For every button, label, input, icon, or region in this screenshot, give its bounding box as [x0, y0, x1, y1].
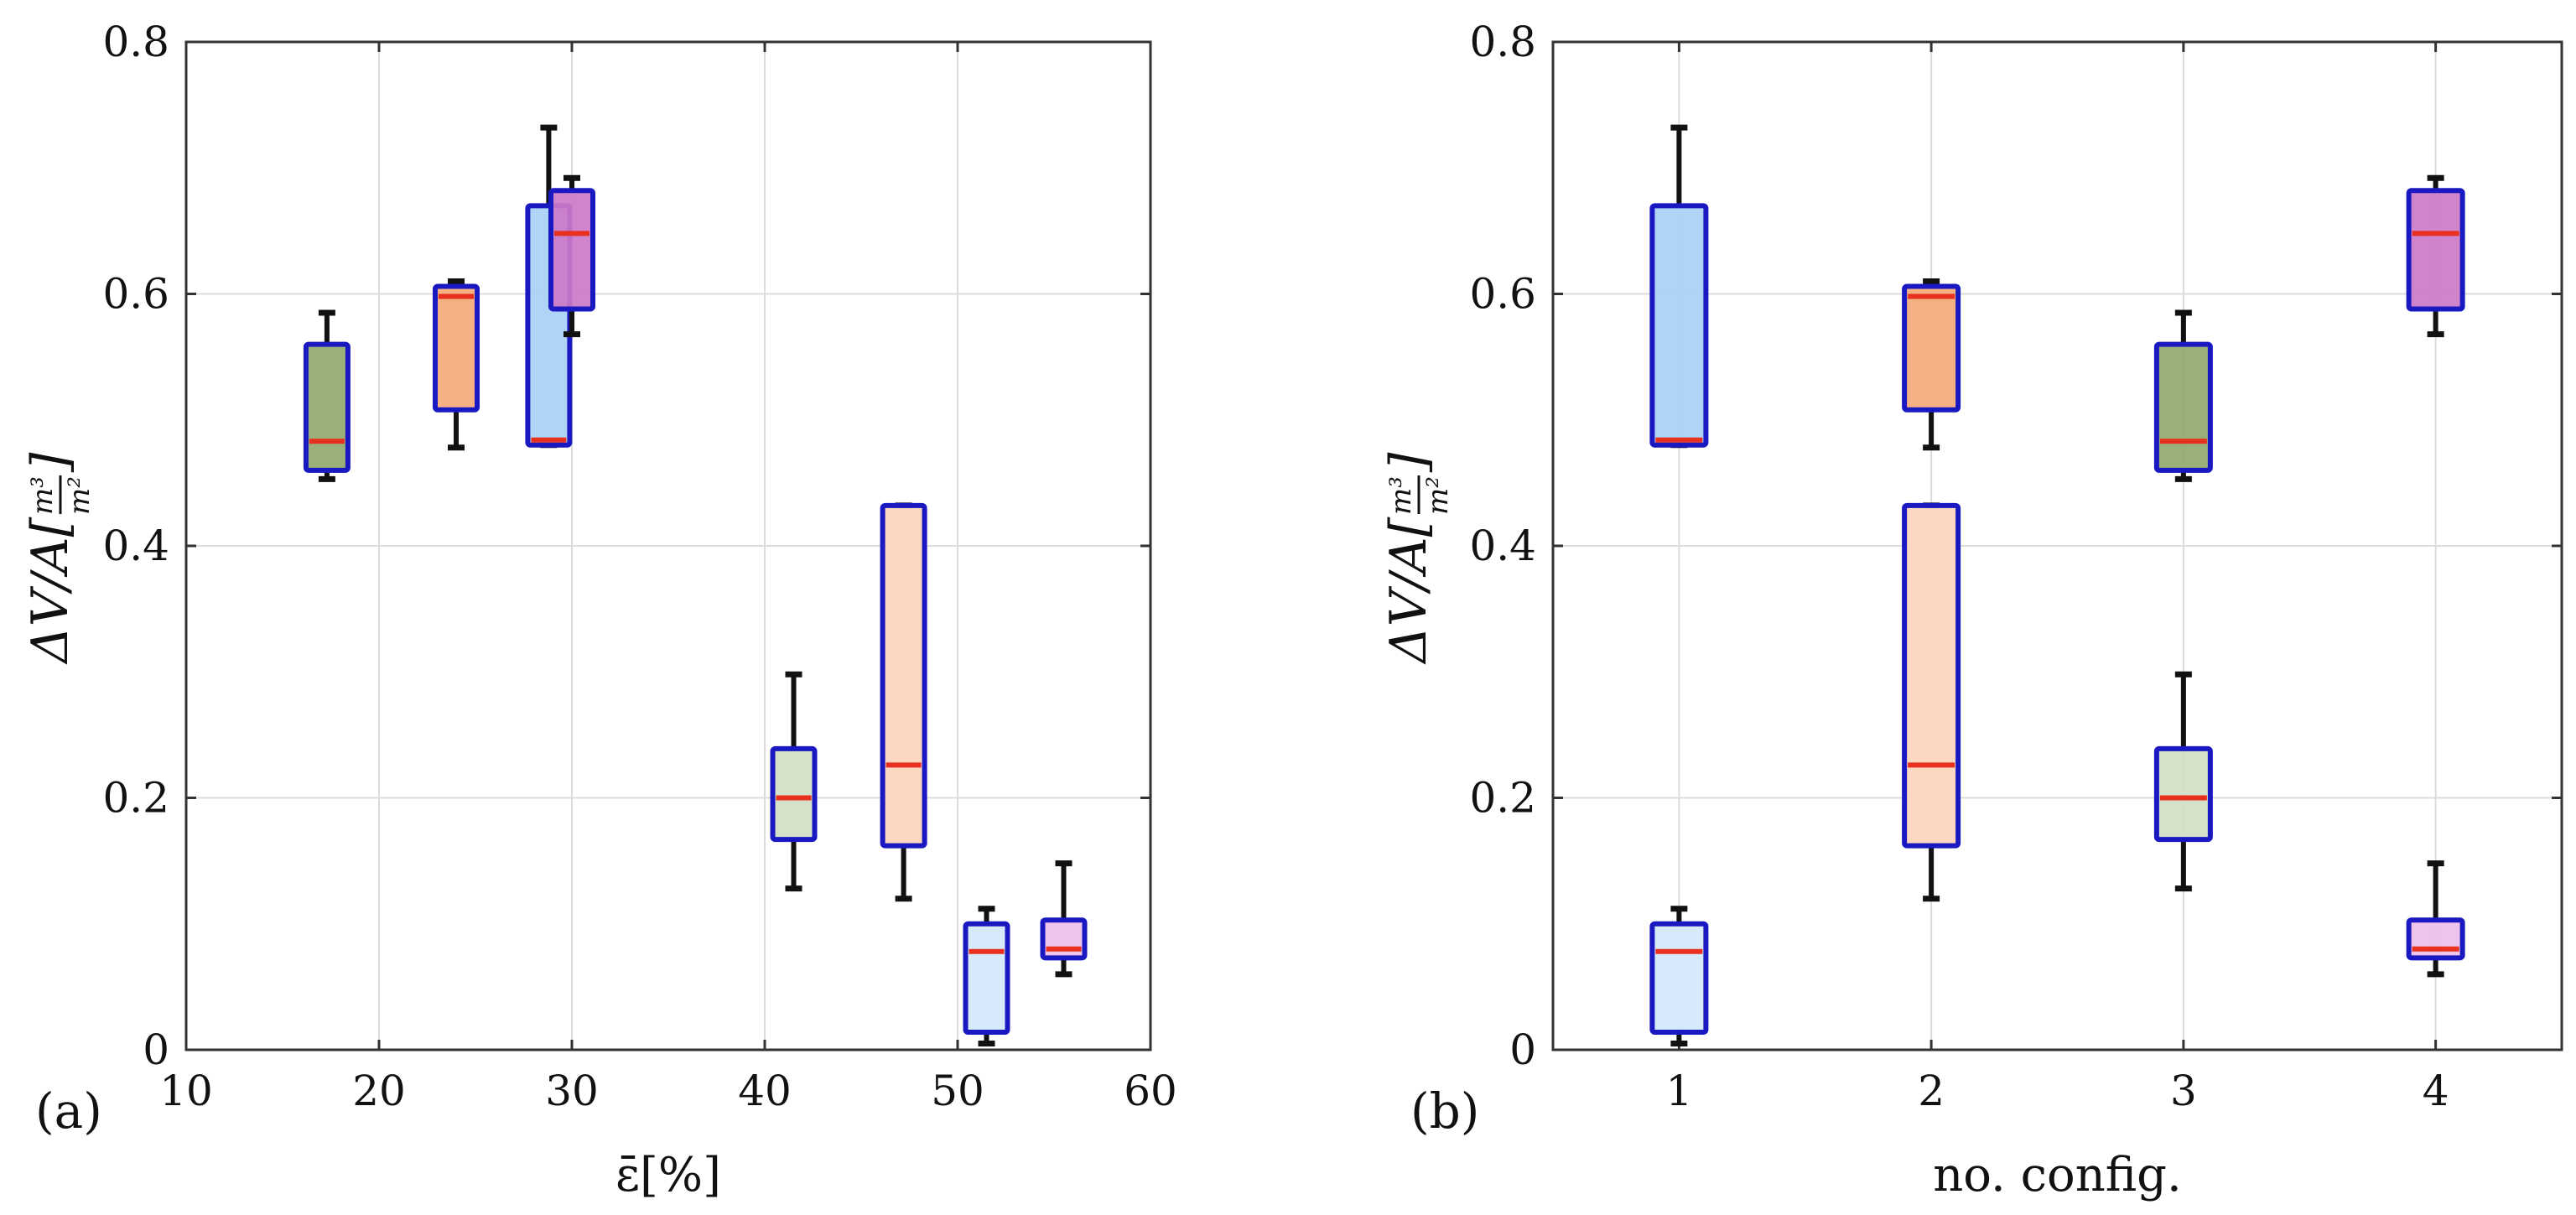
x-tick-label: 30 [545, 1067, 599, 1115]
panel-b: 1 2 3 4 0 0.2 0.4 0.6 0.8 no. config. (b) ΔV/A[m³ m²… [1379, 18, 2563, 1202]
box-body [548, 188, 595, 312]
box-8 [1040, 860, 1088, 978]
y-axis-title-numerator: m³ [26, 476, 60, 515]
x-tick-label: 3 [2170, 1067, 2197, 1115]
y-axis-title-denominator: m² [1421, 476, 1455, 515]
y-tick-label: 0.4 [102, 522, 169, 570]
box-4 [1902, 502, 1961, 902]
x-tick-label: 4 [2423, 1067, 2449, 1115]
box-body [2406, 188, 2465, 312]
y-tick-label: 0.8 [1469, 18, 1536, 66]
box-1 [1649, 124, 1709, 449]
y-axis-title: ΔV/A[m³ m²] [1379, 452, 1455, 665]
x-axis-title: no. config. [1933, 1148, 2182, 1202]
y-tick-label: 0.6 [102, 270, 169, 319]
x-tick-label: 10 [159, 1067, 213, 1115]
box-body [433, 283, 480, 413]
y-tick-label: 0.8 [102, 18, 169, 66]
box-body [1902, 283, 1961, 413]
y-axis-title-suffix: ] [1379, 452, 1438, 473]
box-body [963, 921, 1010, 1035]
box-7 [963, 906, 1010, 1046]
y-axis-title-prefix: ΔV/A[ [1379, 517, 1438, 664]
y-tick-label: 0.4 [1469, 522, 1536, 570]
y-axis-title-prefix: ΔV/A[ [21, 517, 80, 664]
x-tick-label: 40 [738, 1067, 792, 1115]
y-tick-label: 0 [1509, 1025, 1536, 1074]
y-axis-title-numerator: m³ [1384, 476, 1418, 515]
box-body [1040, 917, 1088, 961]
box-5 [770, 671, 818, 892]
box-body [303, 341, 351, 473]
box-body [1649, 921, 1709, 1035]
y-tick-label: 0 [143, 1025, 169, 1074]
box-2 [1649, 906, 1709, 1046]
panel-a: 10 20 30 40 50 60 0 0.2 0.4 0.6 0.8 ε̄[%] (a) ΔV/A[m³… [21, 18, 1177, 1202]
box-body [880, 502, 927, 849]
box-4 [548, 174, 595, 338]
box-6 [2153, 671, 2213, 892]
x-tick-label: 60 [1124, 1067, 1177, 1115]
x-tick-label: 50 [931, 1067, 984, 1115]
x-tick-label: 20 [352, 1067, 406, 1115]
box-5 [2153, 309, 2213, 482]
x-tick-label: 2 [1918, 1067, 1945, 1115]
y-axis-title-suffix: ] [21, 452, 80, 473]
y-tick-label: 0.2 [1469, 774, 1536, 823]
box-body [1902, 502, 1961, 849]
box-body [2153, 745, 2213, 843]
panel-label: (b) [1410, 1083, 1479, 1140]
box-body [2406, 917, 2465, 961]
box-7 [2406, 174, 2465, 338]
box-8 [2406, 860, 2465, 978]
y-axis-title-denominator: m² [63, 476, 96, 515]
x-axis-title: ε̄[%] [615, 1148, 721, 1202]
y-axis-title: ΔV/A[m³ m²] [21, 452, 96, 665]
x-tick-label: 1 [1665, 1067, 1692, 1115]
panel-label: (a) [35, 1083, 102, 1140]
box-body [2153, 341, 2213, 473]
box-body [770, 745, 818, 843]
box-6 [880, 502, 927, 902]
box-body [1649, 203, 1709, 448]
y-tick-label: 0.6 [1469, 270, 1536, 319]
box-3 [1902, 278, 1961, 451]
y-tick-label: 0.2 [102, 774, 169, 823]
box-1 [303, 309, 351, 482]
box-2 [433, 278, 480, 451]
